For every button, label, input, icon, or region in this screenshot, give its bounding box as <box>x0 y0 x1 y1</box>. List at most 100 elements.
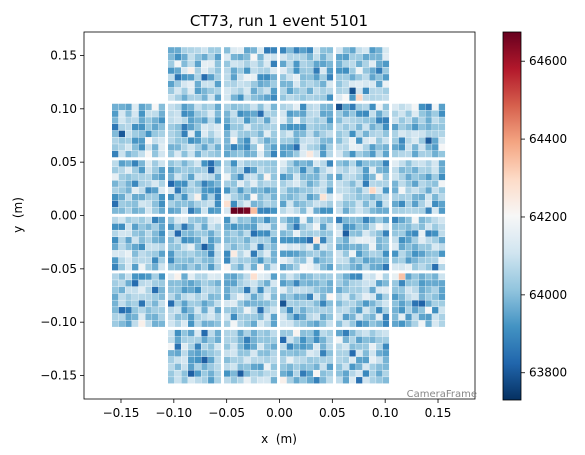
camera-pixel <box>438 180 446 187</box>
camera-pixel <box>168 74 175 81</box>
camera-pixel <box>138 137 146 144</box>
camera-pixel <box>230 80 238 88</box>
camera-pixel <box>112 313 119 321</box>
camera-pixel <box>145 286 152 294</box>
camera-pixel <box>376 137 383 144</box>
camera-pixel <box>392 307 399 314</box>
camera-pixel <box>194 180 202 187</box>
camera-pixel <box>306 293 314 300</box>
camera-pixel <box>257 377 264 384</box>
camera-pixel <box>300 343 307 350</box>
camera-pixel <box>349 329 356 337</box>
camera-pixel <box>125 216 132 224</box>
camera-pixel <box>214 377 222 384</box>
camera-pixel <box>138 200 146 208</box>
camera-pixel <box>264 110 271 117</box>
camera-pixel <box>152 173 159 181</box>
camera-pixel <box>405 193 412 201</box>
camera-pixel <box>264 336 271 344</box>
camera-pixel <box>230 187 238 194</box>
camera-pixel <box>188 300 195 307</box>
camera-pixel <box>280 193 287 201</box>
camera-pixel <box>174 356 181 364</box>
camera-pixel <box>214 150 222 158</box>
camera-pixel <box>398 313 406 321</box>
camera-pixel <box>174 53 181 61</box>
camera-pixel <box>342 193 350 201</box>
camera-pixel <box>306 257 314 264</box>
camera-pixel <box>336 160 343 167</box>
camera-pixel <box>280 187 287 194</box>
camera-pixel <box>174 80 181 88</box>
camera-pixel <box>336 207 343 214</box>
camera-pixel <box>376 370 383 377</box>
camera-pixel <box>280 307 287 314</box>
camera-pixel <box>152 300 159 307</box>
camera-pixel <box>174 286 181 294</box>
camera-pixel <box>418 243 426 251</box>
camera-pixel <box>293 273 300 280</box>
camera-pixel <box>376 167 383 174</box>
camera-pixel <box>264 160 271 167</box>
camera-pixel <box>280 180 287 187</box>
camera-pixel <box>158 144 166 151</box>
camera-pixel <box>257 80 264 88</box>
camera-pixel <box>250 300 258 307</box>
camera-pixel <box>181 187 188 194</box>
camera-pixel <box>138 243 146 251</box>
camera-pixel <box>300 130 307 138</box>
camera-pixel <box>132 286 139 294</box>
camera-pixel <box>293 173 300 181</box>
camera-pixel <box>300 173 307 181</box>
camera-pixel <box>349 286 356 294</box>
camera-pixel <box>293 250 300 257</box>
camera-pixel <box>418 137 426 144</box>
camera-pixel <box>432 223 439 230</box>
camera-pixel <box>306 230 314 237</box>
camera-pixel <box>313 180 320 187</box>
camera-pixel <box>138 130 146 138</box>
camera-pixel <box>418 187 426 194</box>
camera-pixel <box>349 216 356 224</box>
camera-pixel <box>174 237 181 244</box>
camera-pixel <box>158 207 166 214</box>
camera-pixel <box>194 207 202 214</box>
camera-pixel <box>320 117 327 124</box>
camera-pixel <box>125 123 132 131</box>
camera-pixel <box>293 193 300 201</box>
camera-pixel <box>313 300 320 307</box>
camera-pixel <box>326 74 334 81</box>
camera-pixel <box>125 200 132 208</box>
camera-pixel <box>336 87 343 94</box>
camera-pixel <box>362 67 370 74</box>
camera-pixel <box>398 193 406 201</box>
camera-pixel <box>270 237 278 244</box>
camera-pixel <box>425 250 432 257</box>
camera-pixel <box>369 60 376 68</box>
camera-pixel <box>194 200 202 208</box>
camera-pixel <box>293 53 300 61</box>
camera-pixel <box>132 243 139 251</box>
camera-pixel <box>250 307 258 314</box>
camera-pixel <box>208 300 215 307</box>
camera-pixel <box>376 300 383 307</box>
camera-pixel <box>181 377 188 384</box>
camera-pixel <box>369 80 376 88</box>
camera-pixel <box>112 237 119 244</box>
camera-pixel <box>132 257 139 264</box>
camera-pixel <box>257 67 264 74</box>
camera-pixel <box>438 123 446 131</box>
camera-pixel <box>349 370 356 377</box>
camera-pixel <box>118 313 125 321</box>
camera-pixel <box>194 356 202 364</box>
camera-pixel <box>194 370 202 377</box>
camera-pixel <box>152 167 159 174</box>
camera-pixel <box>382 103 390 111</box>
camera-pixel <box>306 200 314 208</box>
camera-pixel <box>412 263 419 271</box>
camera-pixel <box>293 80 300 88</box>
camera-pixel <box>224 336 231 344</box>
camera-pixel <box>326 356 334 364</box>
camera-pixel <box>208 60 215 68</box>
camera-pixel <box>376 250 383 257</box>
